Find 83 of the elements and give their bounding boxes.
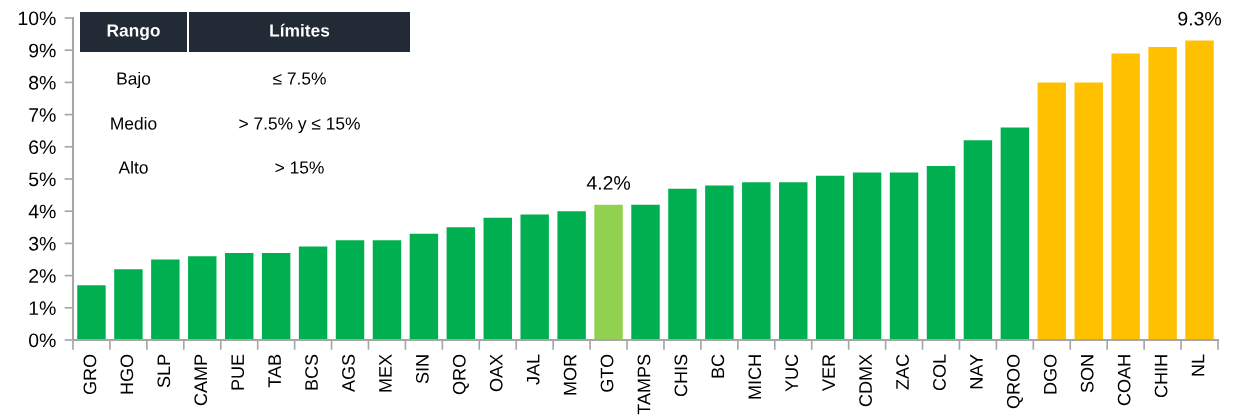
bar [409,233,439,340]
bar [1037,82,1067,340]
y-tick-label: 7% [29,108,56,122]
y-tick-label: 4% [28,204,56,219]
bar [889,172,919,340]
x-tick-label: QRO [452,354,469,395]
x-tick-label: JAL [526,354,540,385]
bar [224,253,254,340]
bar [151,259,180,340]
bar [742,182,771,340]
x-tick-label: NAY [970,354,983,389]
x-tick-label: DGO [1043,354,1057,394]
y-tick-label: 5% [29,172,56,187]
bar [1111,53,1140,340]
bar [520,214,549,340]
x-tick-label: QROO [1006,354,1023,409]
y-tick-label: 3% [28,236,56,251]
x-tick-label: COL [933,354,946,391]
bar [852,172,882,340]
y-tick-label: 9% [29,43,56,58]
x-tick-label: CAMP [194,354,208,406]
bar [963,140,993,340]
x-tick-label: NL [1191,354,1205,376]
y-tick-label: 0% [28,333,56,348]
x-tick-label: COAH [1117,355,1131,406]
y-tick-label: 8% [29,75,56,90]
bar [815,175,845,340]
bar [77,285,106,340]
bar [188,256,217,340]
y-tick-label: 6% [29,140,56,155]
x-tick-label: MOR [563,354,577,395]
bar [594,204,623,340]
x-tick-label: SLP [157,354,171,388]
data-label: 4.2% [586,176,631,190]
x-tick-label: MEX [379,354,392,392]
x-tick-label: MICH [748,355,762,399]
y-tick-label: 10% [18,11,56,26]
y-tick-label: 2% [29,269,56,283]
y-tick-label: 1% [29,301,56,315]
x-tick-label: TAB [268,354,281,388]
bar [446,227,476,340]
annotation: > 7.5% y ≤ 15% [239,117,360,134]
annotation: Alto [118,160,148,174]
bar [1185,40,1214,340]
bar [483,217,512,340]
bar [705,185,734,340]
annotation: Rango [107,24,160,41]
x-tick-label: BC [711,354,725,378]
x-tick-label: SON [1080,355,1094,393]
x-tick-label: TAMPS [637,354,651,415]
bar [298,246,328,340]
x-tick-label: VER [822,354,835,391]
x-tick-label: SIN [415,355,429,384]
x-tick-label: HGO [120,354,134,394]
bar [668,188,697,340]
annotation: > 15% [275,161,324,174]
bar [335,240,365,340]
bar [631,204,660,340]
x-tick-label: BCS [305,354,318,390]
bar [926,166,956,340]
x-tick-label: CHIS [674,354,688,397]
x-tick-label: CDMX [859,354,872,407]
annotation: Bajo [117,71,151,89]
x-tick-label: AGS [342,354,355,392]
x-tick-label: CHIH [1154,355,1168,398]
annotation: Límites [270,23,330,37]
x-tick-label: OAX [489,354,503,392]
x-tick-label: GTO [600,354,614,392]
bar [779,182,808,340]
data-label: 9.3% [1178,11,1221,26]
annotation: ≤ 7.5% [273,72,326,85]
bar [114,269,143,340]
x-tick-label: PUE [231,354,245,390]
bar [261,253,291,340]
x-tick-label: YUC [785,354,799,392]
annotation: Medio [111,116,157,130]
bar [1148,46,1177,340]
x-tick-label: GRO [83,354,97,395]
bar [372,240,402,340]
bar [1000,127,1030,340]
x-tick-label: ZAC [896,354,909,390]
bar [1074,82,1103,340]
bar [557,211,586,340]
